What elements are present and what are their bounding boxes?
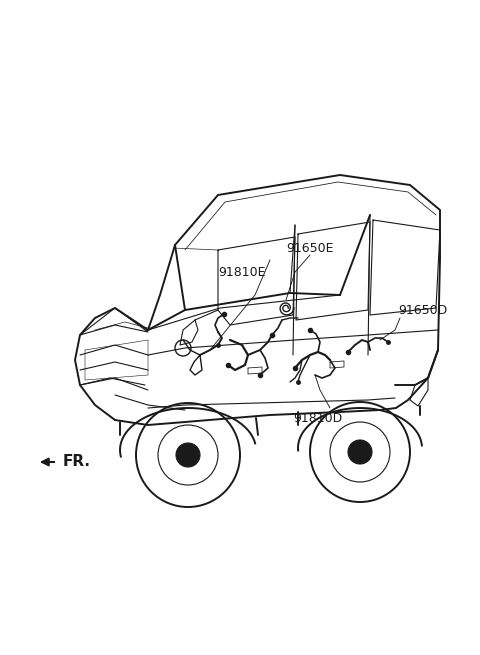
Text: 91650D: 91650D [398, 303, 447, 316]
Text: 91810D: 91810D [293, 411, 343, 424]
Text: FR.: FR. [63, 455, 91, 470]
Text: 91650E: 91650E [286, 242, 334, 255]
Circle shape [348, 440, 372, 464]
Text: 91810E: 91810E [218, 265, 266, 278]
Circle shape [176, 443, 200, 467]
